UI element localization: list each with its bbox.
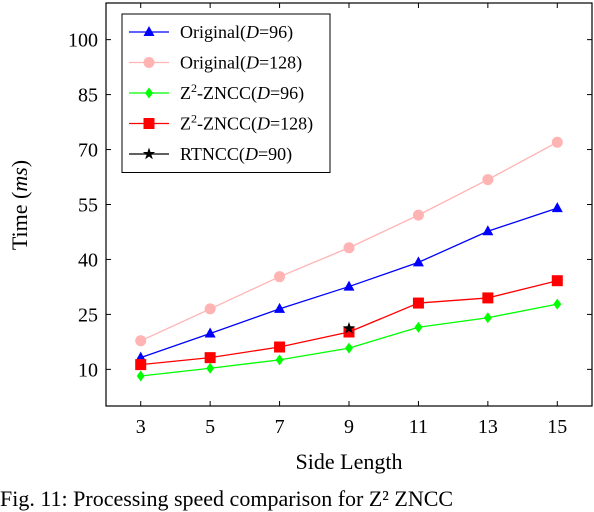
y-tick-label: 10 [78, 359, 98, 381]
data-point [136, 370, 145, 382]
data-point [412, 297, 424, 309]
y-tick-label: 100 [68, 30, 98, 52]
data-point [414, 321, 423, 333]
y-tick-label: 55 [78, 195, 98, 217]
series-2 [136, 298, 562, 382]
data-point [551, 275, 563, 287]
x-tick-label: 15 [547, 416, 567, 438]
data-point [412, 209, 424, 221]
tick-layer: 3 5 7 9 11 13 15 10 25 40 55 70 85 100 [68, 3, 592, 438]
data-point [135, 335, 147, 347]
legend-label: RTNCC(D=90) [180, 144, 292, 165]
legend-entry: Z2-ZNCC(D=96) [129, 81, 304, 104]
data-point [135, 359, 147, 371]
legend-swatch-marker [142, 147, 156, 160]
y-tick-label: 40 [78, 249, 98, 271]
x-tick-label: 11 [409, 416, 428, 438]
data-point [342, 321, 356, 334]
series-line [140, 303, 558, 377]
series-3 [135, 275, 563, 371]
series-layer [135, 136, 563, 382]
legend-label: Original(D=128) [180, 53, 302, 74]
series-1 [135, 136, 563, 347]
data-point [412, 256, 424, 267]
y-tick-label: 25 [78, 304, 98, 326]
data-point [551, 202, 563, 213]
data-point [274, 302, 286, 313]
legend-swatch-marker [145, 87, 153, 99]
x-tick-label: 13 [478, 416, 498, 438]
x-tick-label: 5 [205, 416, 215, 438]
data-point [482, 174, 494, 186]
legend-entry: Original(D=96) [129, 22, 293, 43]
data-point [206, 362, 215, 374]
series-4 [342, 321, 356, 334]
x-tick-label: 9 [344, 416, 354, 438]
legend-entry: Original(D=128) [129, 53, 302, 74]
x-axis-label: Side Length [296, 449, 403, 474]
legend-label: Z2-ZNCC(D=96) [180, 81, 304, 104]
x-tick-label: 7 [275, 416, 285, 438]
legend-label: Z2-ZNCC(D=128) [180, 112, 313, 135]
data-point [274, 271, 286, 283]
legend: Original(D=96) Original(D=128) Z2-ZNCC(D=9… [121, 13, 331, 173]
x-tick-label: 3 [136, 416, 146, 438]
y-tick-label: 85 [78, 85, 98, 107]
legend-swatch-marker [143, 57, 155, 68]
data-point [204, 327, 216, 338]
data-point [343, 242, 355, 254]
data-point [343, 280, 355, 291]
figure-caption: Fig. 11: Processing speed comparison for… [0, 486, 454, 511]
data-point [274, 341, 286, 353]
legend-swatch-marker [143, 118, 155, 129]
data-point [204, 352, 216, 364]
data-point [482, 292, 494, 304]
legend-entry: RTNCC(D=90) [129, 144, 292, 165]
legend-label: Original(D=96) [180, 22, 293, 43]
data-point [275, 354, 284, 366]
data-point [482, 225, 494, 236]
data-point [204, 303, 216, 315]
data-point [345, 342, 353, 354]
legend-swatch-marker [143, 26, 155, 36]
data-point [343, 326, 355, 338]
data-point [551, 136, 563, 148]
y-axis-label: Time (ms) [7, 160, 32, 250]
y-tick-label: 70 [78, 140, 98, 162]
legend-entry: Z2-ZNCC(D=128) [129, 112, 313, 135]
data-point [483, 312, 492, 324]
series-0 [135, 202, 563, 362]
data-point [553, 298, 562, 310]
